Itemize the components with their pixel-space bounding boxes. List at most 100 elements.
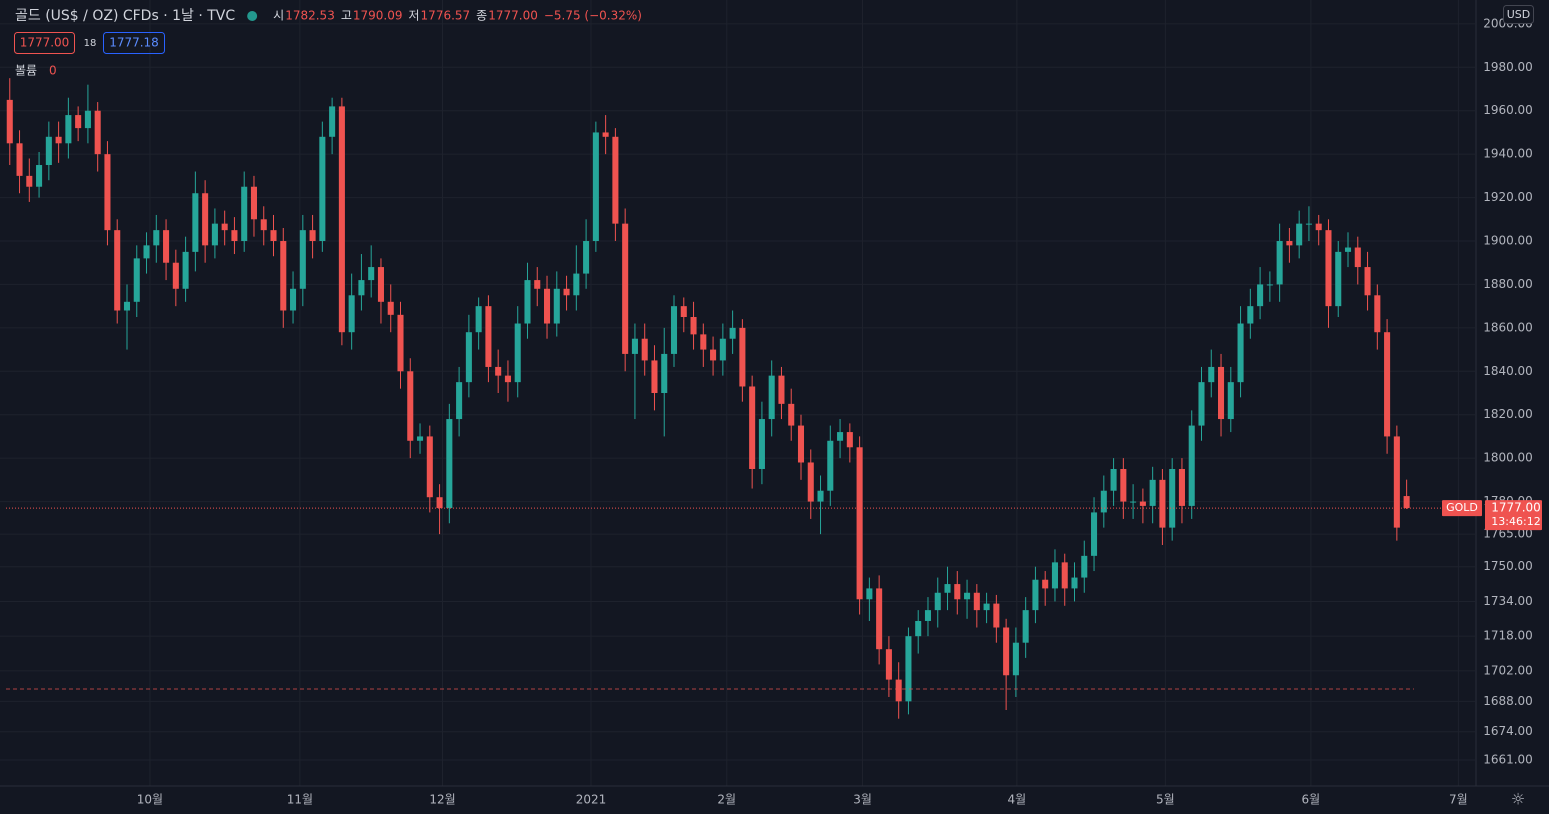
candle-body	[778, 375, 785, 404]
candle-body	[270, 230, 277, 242]
ohlc-label: 시	[273, 9, 284, 23]
candle-body	[231, 230, 238, 242]
candle-body	[6, 99, 13, 144]
candle-body	[84, 110, 91, 129]
candle-body	[456, 382, 463, 420]
candle-body	[1315, 223, 1322, 231]
candle-body	[983, 603, 990, 611]
candle-body	[1208, 366, 1215, 383]
candle-body	[1266, 284, 1273, 286]
ohlc-label: 종	[476, 9, 487, 23]
candle-body	[1354, 247, 1361, 268]
x-tick-label: 7월	[1449, 793, 1468, 807]
candle-body	[290, 288, 297, 311]
candle-body	[954, 584, 961, 600]
candle-body	[641, 338, 648, 361]
candle-body	[1012, 642, 1019, 676]
candle-body	[915, 620, 922, 637]
y-tick-label: 1920.00	[1483, 190, 1533, 204]
candle-body	[250, 186, 258, 220]
candle-body	[94, 110, 101, 155]
y-tick-label: 1661.00	[1483, 752, 1533, 766]
candle-body	[817, 490, 824, 502]
candle-body	[241, 186, 248, 242]
candle-body	[397, 314, 404, 372]
candle-body	[553, 288, 560, 324]
candle-body	[143, 245, 150, 259]
candle-body	[358, 280, 365, 296]
settings-icon[interactable]: ☼	[1511, 790, 1525, 809]
candle-body	[993, 603, 1000, 628]
candle-body	[719, 338, 726, 361]
bid-box	[14, 32, 75, 54]
candle-body	[1022, 610, 1029, 643]
candle-body	[1237, 323, 1244, 383]
y-tick-label: 1674.00	[1483, 724, 1533, 738]
candle-body	[133, 258, 140, 302]
candle-body	[1198, 382, 1205, 426]
candle-body	[1169, 468, 1176, 528]
candle-body	[319, 136, 326, 242]
candle-body	[807, 462, 814, 502]
candle-body	[1286, 241, 1293, 246]
currency-box	[1503, 5, 1534, 24]
candle-body	[934, 592, 941, 611]
y-tick-label: 1980.00	[1483, 60, 1533, 74]
candle-body	[944, 584, 951, 593]
candle-body	[436, 497, 443, 509]
candle-body	[1403, 496, 1410, 509]
candle-body	[260, 219, 267, 231]
candle-body	[338, 106, 345, 333]
candle-body	[465, 332, 472, 383]
candle-body	[749, 386, 756, 469]
candle-body	[631, 338, 638, 354]
y-tick-label: 1900.00	[1483, 234, 1533, 248]
candle-body	[1247, 306, 1254, 324]
candle-body	[1364, 267, 1371, 296]
candle-body	[163, 230, 170, 263]
candle-body	[221, 223, 228, 231]
candle-body	[1227, 382, 1234, 420]
candle-body	[583, 241, 590, 274]
spread: 18	[84, 38, 97, 49]
candle-body	[55, 136, 62, 144]
y-tick-label: 1688.00	[1483, 694, 1533, 708]
candle-body	[758, 419, 765, 469]
candle-body	[573, 273, 580, 296]
candle-body	[172, 262, 179, 289]
y-tick-label: 1718.00	[1483, 629, 1533, 643]
candle-body	[1305, 223, 1312, 225]
candle-body	[1159, 479, 1166, 528]
price-axis	[1476, 0, 1549, 814]
candle-body	[739, 327, 746, 387]
candle-body	[475, 306, 482, 333]
y-tick-label: 1940.00	[1483, 147, 1533, 161]
candle-body	[407, 371, 414, 441]
candle-body	[211, 223, 218, 246]
candle-body	[1393, 436, 1400, 528]
candle-body	[182, 251, 189, 289]
candle-body	[1335, 251, 1342, 307]
candle-body	[45, 136, 52, 166]
chart-title: 골드 (US$ / OZ) CFDs · 1날 · TVC	[15, 8, 235, 24]
candle-body	[1325, 230, 1332, 307]
candle-body	[729, 327, 736, 339]
candle-body	[26, 175, 33, 187]
candle-body	[1100, 490, 1107, 513]
candle-body	[280, 241, 287, 311]
ohlc-value: 1782.53	[285, 9, 335, 23]
candle-body	[622, 223, 629, 354]
candle-body	[1178, 468, 1185, 506]
candle-body	[856, 447, 863, 600]
candle-body	[837, 432, 844, 441]
ohlc-value: 1776.57	[421, 9, 471, 23]
candle-body	[797, 425, 805, 463]
candle-body	[1071, 577, 1078, 589]
candle-body	[1257, 284, 1264, 307]
candle-body	[1139, 501, 1146, 506]
candle-body	[885, 649, 892, 680]
price-tag-symbol-bg	[1442, 500, 1482, 517]
candle-body	[1217, 366, 1225, 420]
candle-body	[446, 419, 453, 509]
